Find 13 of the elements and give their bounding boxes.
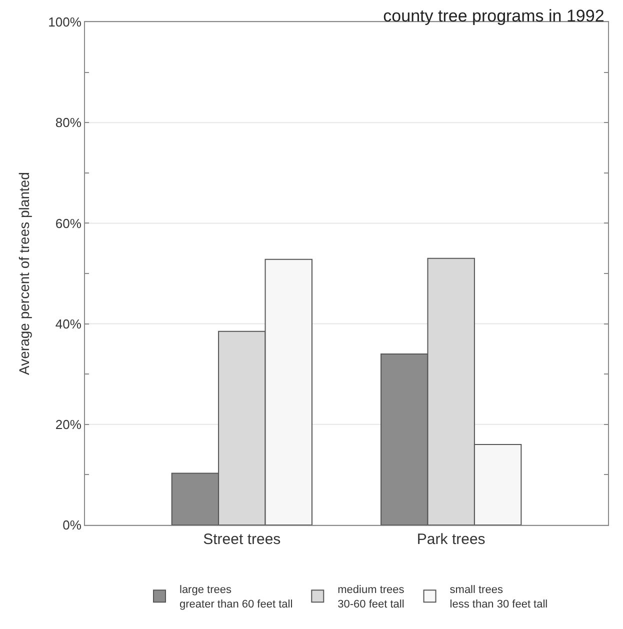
legend-label: medium trees 30-60 feet tall <box>338 584 405 611</box>
legend-label: large trees greater than 60 feet tall <box>180 584 293 611</box>
chart-title: county tree programs in 1992 <box>383 6 604 26</box>
y-tick-label: 100% <box>48 14 82 30</box>
y-axis-title: Average percent of trees planted <box>16 172 32 375</box>
y-tick-label: 40% <box>55 316 82 332</box>
y-tick-label: 60% <box>55 216 82 231</box>
x-tick-label: Park trees <box>416 531 486 548</box>
y-tick-label: 20% <box>55 416 82 432</box>
x-tick-label: Street trees <box>203 531 281 548</box>
y-tick-label: 80% <box>55 115 82 130</box>
y-tick-label: 0% <box>62 518 82 533</box>
legend-label: small trees less than 30 feet tall <box>450 584 548 611</box>
